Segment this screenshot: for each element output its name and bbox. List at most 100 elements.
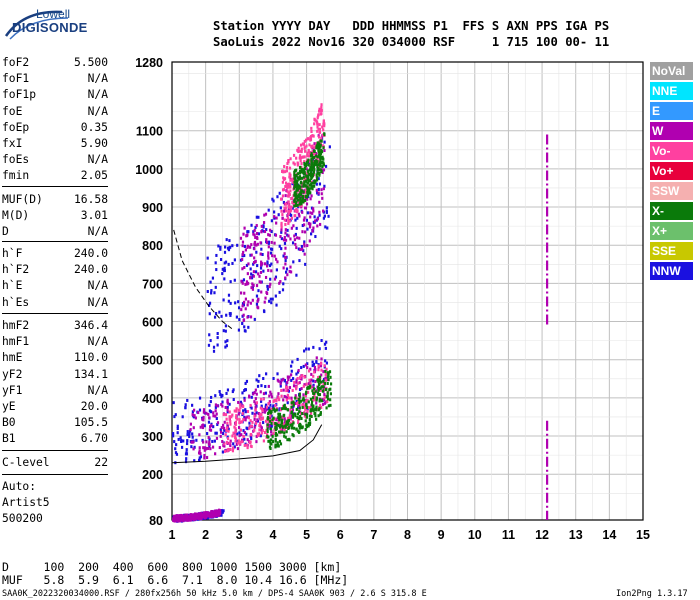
echo-point-nnw	[175, 452, 179, 456]
echo-point-w	[214, 452, 217, 456]
echo-point-w	[242, 313, 245, 317]
echo-point-x-	[326, 381, 329, 385]
echo-point-x-	[319, 168, 323, 172]
echo-point-nnw	[214, 261, 217, 265]
echo-point-vo-	[260, 431, 263, 435]
echo-point-nnw	[326, 226, 329, 230]
echo-point-x-	[297, 177, 300, 181]
echo-point-w	[282, 238, 286, 242]
echo-point-w	[202, 410, 205, 414]
echo-point-x-	[279, 415, 282, 419]
echo-point-x-	[313, 412, 316, 416]
echo-point-x-	[268, 439, 271, 443]
echo-point-x-	[317, 388, 320, 392]
echo-point-nnw	[242, 429, 245, 433]
echo-point-x-	[308, 168, 312, 172]
echo-point-nnw	[323, 377, 326, 381]
echo-point-nnw	[244, 381, 247, 385]
echo-point-nnw	[179, 436, 182, 440]
echo-point-x-	[308, 422, 312, 426]
echo-point-vo-	[250, 445, 253, 449]
echo-point-w	[241, 253, 244, 257]
echo-point-nnw	[278, 290, 281, 294]
echo-point-nnw	[294, 218, 297, 222]
echo-point-nnw	[278, 407, 281, 411]
echo-point-nnw	[295, 273, 298, 277]
y-tick-label: 80	[149, 514, 163, 528]
echo-point-vo-	[286, 393, 289, 397]
echo-point-vo-	[279, 427, 282, 431]
echo-point-x-	[268, 445, 272, 449]
echo-point-x-	[296, 176, 299, 180]
echo-point-vo-	[303, 410, 306, 414]
echo-point-nnw	[247, 230, 250, 234]
param-label: fmin	[2, 169, 30, 183]
echo-point-nnw	[323, 342, 327, 346]
echo-point-nnw	[229, 313, 232, 317]
echo-point-vo-	[288, 416, 291, 420]
echo-point-x-	[302, 171, 305, 175]
echo-point-nnw	[243, 437, 246, 441]
echo-point-w	[208, 514, 211, 518]
echo-point-vo-	[249, 419, 252, 423]
echo-point-vo-	[316, 129, 319, 133]
echo-point-w	[260, 224, 263, 228]
echo-point-vo-	[253, 414, 256, 418]
legend-item-ssw: SSW	[650, 182, 693, 200]
echo-point-w	[305, 167, 308, 171]
echo-point-vo-	[297, 381, 300, 385]
echo-point-vo-	[312, 134, 315, 138]
echo-point-w	[281, 216, 284, 220]
echo-point-w	[175, 516, 178, 520]
echo-point-w	[267, 254, 270, 258]
echo-point-x-	[312, 404, 315, 408]
echo-point-x-	[302, 396, 305, 400]
echo-point-x-	[329, 398, 332, 402]
echo-point-x-	[319, 144, 322, 148]
echo-point-nnw	[177, 437, 180, 441]
echo-point-nnw	[259, 434, 262, 438]
echo-point-vo-	[295, 396, 298, 400]
echo-point-nnw	[307, 195, 310, 199]
separator	[2, 450, 108, 451]
echo-point-nnw	[250, 437, 253, 441]
echo-point-nnw	[322, 216, 326, 220]
echo-point-nnw	[191, 435, 194, 439]
echo-point-w	[208, 443, 211, 447]
echo-point-w	[303, 206, 307, 210]
echo-point-nnw	[174, 451, 178, 455]
echo-point-w	[270, 430, 273, 434]
echo-point-x-	[310, 185, 313, 189]
echo-point-w	[249, 245, 252, 249]
echo-point-w	[202, 440, 205, 444]
echo-point-w	[298, 236, 301, 240]
echo-point-x-	[275, 408, 278, 412]
echo-point-w	[264, 275, 268, 279]
echo-point-w	[192, 408, 196, 412]
echo-point-nnw	[236, 432, 239, 436]
echo-point-nnw	[226, 410, 229, 414]
echo-point-nnw	[190, 445, 193, 449]
echo-point-w	[243, 266, 246, 270]
echo-point-nnw	[206, 432, 209, 436]
echo-point-w	[252, 270, 255, 274]
echo-point-vo-	[280, 221, 283, 225]
polarization-legend: NoVal NNE E W Vo- Vo+ SSW X- X+ SSE NNW	[650, 62, 693, 282]
echo-point-nnw	[188, 432, 191, 436]
echo-point-vo-	[317, 364, 320, 368]
autoscaler-name: Artist5	[2, 496, 50, 509]
echo-point-vo-	[304, 149, 307, 153]
echo-point-w	[226, 400, 229, 404]
echo-point-w	[290, 226, 293, 230]
echo-point-w	[268, 394, 271, 398]
echo-point-w	[254, 388, 257, 392]
echo-point-x-	[271, 418, 274, 422]
echo-point-vo-	[286, 416, 290, 420]
echo-point-nnw	[259, 399, 263, 403]
echo-point-w	[260, 263, 263, 267]
echo-point-vo-	[231, 434, 234, 438]
scaled-parameters-muf: MUF(D) 16.58 M(D) 3.01 D N/A	[2, 192, 108, 241]
echo-point-x-	[316, 171, 319, 175]
echo-point-w	[216, 509, 220, 513]
echo-point-w	[317, 191, 320, 195]
